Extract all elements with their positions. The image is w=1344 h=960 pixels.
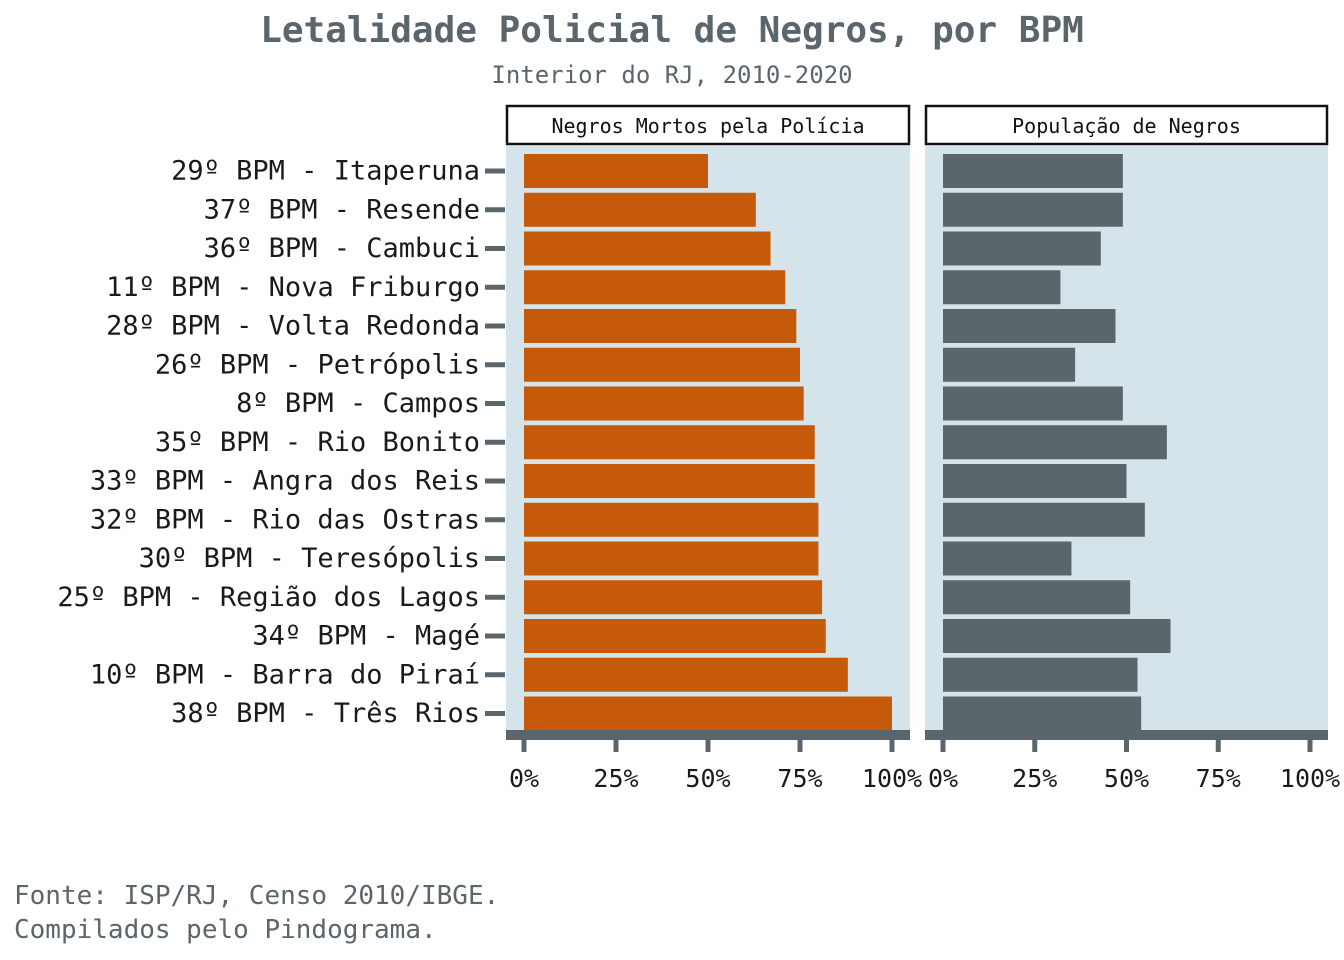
bar xyxy=(943,231,1101,266)
caption-line-2: Compilados pelo Pindograma. xyxy=(14,915,437,945)
x-tick-label: 75% xyxy=(1196,764,1241,793)
bar xyxy=(943,386,1123,421)
x-tick-label: 25% xyxy=(1012,764,1057,793)
x-tick-label: 100% xyxy=(1280,764,1340,793)
category-label: 25º BPM - Região dos Lagos xyxy=(57,582,480,613)
bar xyxy=(943,696,1142,731)
category-label: 34º BPM - Magé xyxy=(252,621,480,652)
bar xyxy=(943,154,1123,188)
category-label: 35º BPM - Rio Bonito xyxy=(155,427,480,458)
x-tick-label: 75% xyxy=(777,764,822,793)
bar xyxy=(524,154,708,188)
y-tick-mark xyxy=(485,478,505,484)
x-tick-mark xyxy=(1032,730,1038,752)
panels-group: Negros Mortos pela Polícia 0% 25% 50% 75% 100… xyxy=(505,104,1340,793)
panel-strip-label: População de Negros xyxy=(1012,114,1241,138)
y-tick-mark xyxy=(485,323,505,329)
category-labels: 29º BPM - Itaperuna 37º BPM - Resende 36º … xyxy=(57,156,505,729)
x-tick-mark xyxy=(613,730,619,752)
x-tick-mark xyxy=(889,730,895,752)
y-tick-mark xyxy=(485,633,505,639)
bar xyxy=(524,270,786,305)
bar xyxy=(943,619,1171,653)
x-tick-mark xyxy=(940,730,946,752)
category-label: 30º BPM - Teresópolis xyxy=(139,543,480,574)
bar xyxy=(943,464,1127,498)
category-label: 11º BPM - Nova Friburgo xyxy=(106,272,480,303)
bar xyxy=(943,192,1123,227)
bar xyxy=(943,347,1076,382)
x-tick-label: 25% xyxy=(593,764,638,793)
x-tick-mark xyxy=(705,730,711,752)
category-label: 33º BPM - Angra dos Reis xyxy=(90,466,480,497)
bar xyxy=(943,502,1145,537)
category-label: 38º BPM - Três Rios xyxy=(171,698,480,729)
x-tick-mark xyxy=(797,730,803,752)
bar xyxy=(943,425,1167,460)
panel-strip xyxy=(924,104,1329,146)
category-label: 26º BPM - Petrópolis xyxy=(155,349,480,380)
bar xyxy=(943,270,1061,305)
bar xyxy=(524,696,892,731)
y-tick-mark xyxy=(485,556,505,561)
x-tick-label: 0% xyxy=(928,764,958,793)
y-tick-mark xyxy=(485,439,505,445)
category-label: 32º BPM - Rio das Ostras xyxy=(90,504,480,535)
bar xyxy=(524,192,756,227)
bar xyxy=(943,657,1138,692)
bar xyxy=(524,386,804,421)
y-tick-mark xyxy=(485,711,505,716)
panel-strip-label: Negros Mortos pela Polícia xyxy=(551,114,864,138)
bar xyxy=(524,231,771,266)
x-tick-mark xyxy=(1215,730,1221,752)
caption-line-1: Fonte: ISP/RJ, Censo 2010/IBGE. xyxy=(14,881,499,911)
category-label: 28º BPM - Volta Redonda xyxy=(106,311,480,342)
bar xyxy=(943,541,1072,576)
y-tick-mark xyxy=(485,168,505,174)
x-tick-label: 0% xyxy=(509,764,539,793)
panel-1: Negros Mortos pela Polícia 0% 25% 50% 75% 100… xyxy=(505,104,922,793)
x-tick-mark xyxy=(1124,730,1129,752)
bar xyxy=(943,580,1131,615)
x-tick-label: 100% xyxy=(862,764,922,793)
x-tick-label: 50% xyxy=(685,764,730,793)
bar xyxy=(524,464,815,498)
y-tick-mark xyxy=(485,672,505,678)
y-tick-mark xyxy=(485,207,505,213)
y-tick-mark xyxy=(485,517,505,523)
bar xyxy=(524,347,800,382)
bar xyxy=(524,580,823,615)
bar xyxy=(524,425,815,460)
bar xyxy=(524,541,819,576)
bar xyxy=(524,502,819,537)
category-label: 29º BPM - Itaperuna xyxy=(171,156,480,187)
x-tick-mark xyxy=(1307,730,1313,752)
category-label: 8º BPM - Campos xyxy=(236,388,480,419)
y-tick-mark xyxy=(485,284,505,290)
bar xyxy=(524,657,848,692)
chart-subtitle: Interior do RJ, 2010-2020 xyxy=(491,61,852,89)
x-tick-mark xyxy=(521,730,527,752)
category-label: 36º BPM - Cambuci xyxy=(204,233,480,264)
y-tick-mark xyxy=(485,362,505,368)
bar xyxy=(943,309,1116,343)
panel-2: População de Negros 0% 25% 50% 75% 100% xyxy=(924,104,1340,793)
category-label: 10º BPM - Barra do Piraí xyxy=(90,659,480,690)
bar xyxy=(524,619,826,653)
y-tick-mark xyxy=(485,401,505,406)
panel-strip xyxy=(505,104,911,146)
y-tick-mark xyxy=(485,246,505,251)
x-tick-label: 50% xyxy=(1104,764,1149,793)
y-tick-mark xyxy=(485,594,505,600)
chart-title: Letalidade Policial de Negros, por BPM xyxy=(260,10,1084,51)
bar xyxy=(524,309,797,343)
category-label: 37º BPM - Resende xyxy=(204,194,480,225)
